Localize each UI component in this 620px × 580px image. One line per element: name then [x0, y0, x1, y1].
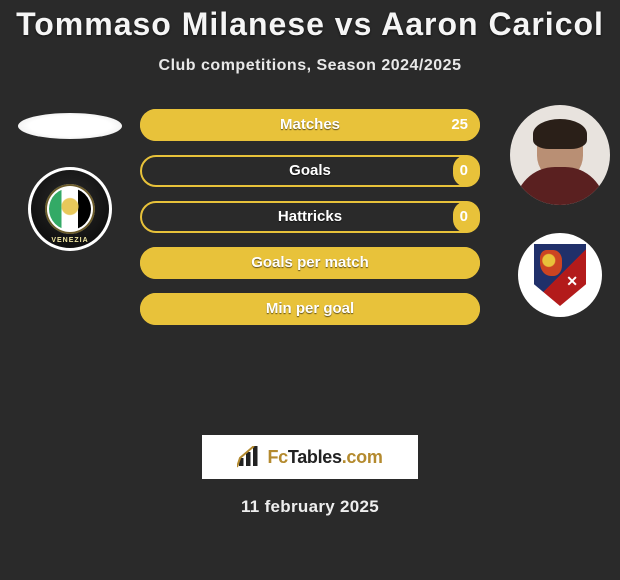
subtitle: Club competitions, Season 2024/2025 — [0, 57, 620, 75]
left-player-column: VENEZIA — [10, 105, 130, 251]
brand-suffix: .com — [342, 447, 383, 467]
player-left-avatar-placeholder — [18, 113, 122, 139]
stat-row-matches: Matches 25 — [140, 109, 480, 141]
stat-label: Goals — [140, 155, 480, 187]
club-left-label: VENEZIA — [31, 237, 109, 244]
brand-prefix: Fc — [267, 447, 287, 467]
player-right-avatar — [510, 105, 610, 205]
brand-chip: FcTables.com — [202, 435, 418, 479]
stat-row-hattricks: Hattricks 0 — [140, 201, 480, 233]
page-title: Tommaso Milanese vs Aaron Caricol — [0, 0, 620, 43]
brand-text: FcTables.com — [267, 447, 382, 468]
stat-row-goals: Goals 0 — [140, 155, 480, 187]
stat-value-right: 0 — [460, 155, 468, 187]
stat-label: Goals per match — [140, 247, 480, 279]
player-right-club-badge — [518, 233, 602, 317]
right-player-column — [500, 105, 620, 317]
stat-row-goals-per-match: Goals per match — [140, 247, 480, 279]
stat-value-right: 0 — [460, 201, 468, 233]
comparison-area: VENEZIA Matches 25 Goals 0 Hattricks 0 — [0, 105, 620, 435]
stat-value-right: 25 — [451, 109, 468, 141]
stat-label: Min per goal — [140, 293, 480, 325]
brand-main: Tables — [288, 447, 342, 467]
stat-row-min-per-goal: Min per goal — [140, 293, 480, 325]
bar-chart-icon — [237, 446, 263, 468]
date-label: 11 february 2025 — [0, 497, 620, 517]
player-left-club-badge: VENEZIA — [28, 167, 112, 251]
stat-label: Matches — [140, 109, 480, 141]
stat-label: Hattricks — [140, 201, 480, 233]
stat-bars: Matches 25 Goals 0 Hattricks 0 Goals per… — [140, 109, 480, 339]
